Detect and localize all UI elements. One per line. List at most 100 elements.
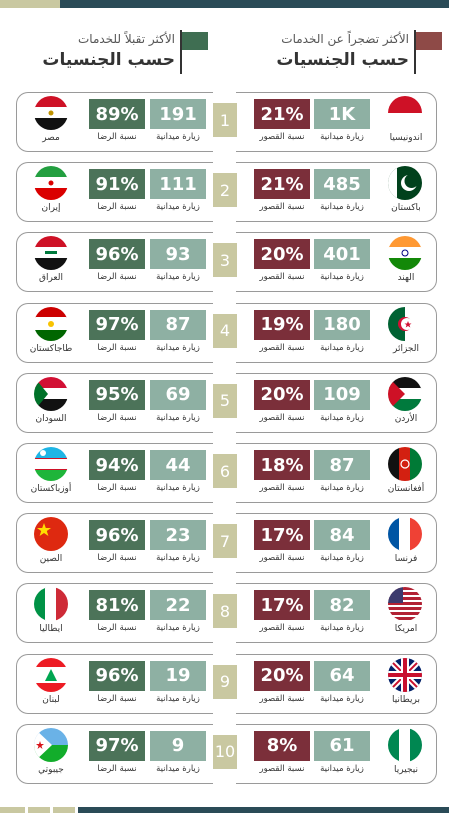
- right-bracket: [236, 513, 437, 574]
- right-country-name: فرنسا: [394, 554, 418, 565]
- right-bracket: [236, 92, 437, 152]
- right-bracket: [236, 443, 437, 503]
- left-visits-value: 22: [150, 590, 206, 621]
- indonesia-flag-icon: [388, 96, 422, 130]
- left-country-name: طاجاكستان: [29, 343, 73, 354]
- shortfall-label: نسبة القصور: [259, 763, 305, 774]
- bottom-color-bar: [0, 807, 449, 813]
- ranking-row: 3 العراق 96% نسبة الرضا 93 زيارة ميدانية…: [0, 232, 449, 298]
- top-color-bar: [0, 0, 449, 8]
- shortfall-label: نسبة القصور: [259, 272, 305, 283]
- uzbekistan-flag-icon: [34, 447, 68, 481]
- satisfaction-value: 81%: [89, 590, 145, 621]
- left-country-name: جيبوتي: [38, 764, 64, 775]
- ranking-row: 2 إيران 91% نسبة الرضا 111 زيارة ميدانية…: [0, 162, 449, 228]
- left-header-flag-icon: [182, 32, 208, 50]
- satisfaction-value: 97%: [89, 730, 145, 761]
- right-visits-label: زيارة ميدانية: [320, 132, 364, 142]
- satisfaction-label: نسبة الرضا: [97, 412, 137, 423]
- shortfall-label: نسبة القصور: [259, 412, 305, 423]
- left-bracket: [16, 232, 213, 293]
- right-bracket: [236, 232, 437, 293]
- satisfaction-value: 94%: [89, 450, 145, 480]
- left-visits-label: زيارة ميدانية: [156, 412, 200, 423]
- shortfall-label: نسبة القصور: [259, 483, 305, 493]
- ranking-row: 10 جيبوتي 97% نسبة الرضا 9 زيارة ميدانية…: [0, 723, 449, 790]
- left-bracket: [16, 302, 213, 363]
- right-visits-value: 61: [314, 730, 370, 761]
- left-visits-label: زيارة ميدانية: [156, 132, 200, 142]
- right-visits-value: 84: [314, 520, 370, 551]
- left-visits-label: زيارة ميدانية: [156, 623, 200, 634]
- shortfall-value: 17%: [254, 520, 310, 551]
- shortfall-label: نسبة القصور: [259, 342, 305, 353]
- left-country-name: العراق: [38, 273, 64, 284]
- left-bracket: [16, 162, 213, 223]
- satisfaction-label: نسبة الرضا: [97, 763, 137, 774]
- right-country-name: باكستان: [391, 203, 421, 214]
- right-bracket: [236, 302, 437, 363]
- shortfall-value: 19%: [254, 309, 310, 340]
- right-country-name: بريطانيا: [391, 694, 421, 705]
- shortfall-value: 21%: [254, 169, 310, 200]
- shortfall-value: 21%: [254, 99, 310, 129]
- satisfaction-value: 89%: [89, 99, 145, 129]
- jordan-flag-icon: [388, 376, 422, 411]
- ranking-row: 1 مصر 89% نسبة الرضا 191 زيارة ميدانية 2…: [0, 92, 449, 158]
- right-visits-value: 64: [314, 660, 370, 691]
- left-visits-label: زيارة ميدانية: [156, 342, 200, 353]
- shortfall-label: نسبة القصور: [259, 553, 305, 564]
- right-visits-label: زيارة ميدانية: [320, 412, 364, 423]
- right-visits-label: زيارة ميدانية: [320, 342, 364, 353]
- shortfall-value: 20%: [254, 239, 310, 270]
- shortfall-value: 20%: [254, 660, 310, 691]
- shortfall-label: نسبة القصور: [259, 132, 305, 142]
- right-header-flagpole: [414, 30, 416, 74]
- left-bracket: [16, 653, 213, 714]
- left-visits-value: 87: [150, 309, 206, 340]
- right-country-name: الأردن: [394, 413, 418, 424]
- satisfaction-value: 95%: [89, 379, 145, 410]
- egypt-flag-icon: [34, 96, 68, 130]
- right-country-name: الهند: [397, 273, 415, 284]
- ranking-row: 8 ايطاليا 81% نسبة الرضا 22 زيارة ميداني…: [0, 583, 449, 649]
- satisfaction-label: نسبة الرضا: [97, 623, 137, 634]
- shortfall-label: نسبة القصور: [259, 202, 305, 213]
- left-visits-value: 23: [150, 520, 206, 551]
- left-visits-label: زيارة ميدانية: [156, 553, 200, 564]
- rank-badge: 5: [213, 383, 237, 418]
- satisfaction-label: نسبة الرضا: [97, 342, 137, 353]
- left-visits-label: زيارة ميدانية: [156, 483, 200, 493]
- left-bracket: [16, 443, 213, 503]
- satisfaction-value: 96%: [89, 520, 145, 551]
- left-visits-value: 191: [150, 99, 206, 129]
- right-country-name: أفغانستان: [387, 484, 425, 494]
- right-country-name: اندونيسيا: [389, 133, 423, 143]
- right-visits-label: زيارة ميدانية: [320, 553, 364, 564]
- nigeria-flag-icon: [388, 727, 422, 762]
- china-flag-icon: [34, 517, 68, 552]
- satisfaction-label: نسبة الرضا: [97, 693, 137, 704]
- left-country-name: إيران: [41, 203, 61, 214]
- left-header-line1: الأكثر تقبلاً للخدمات: [77, 32, 175, 46]
- shortfall-value: 8%: [254, 730, 310, 761]
- right-visits-label: زيارة ميدانية: [320, 272, 364, 283]
- left-visits-value: 111: [150, 169, 206, 200]
- shortfall-label: نسبة القصور: [259, 623, 305, 634]
- india-flag-icon: [388, 236, 422, 271]
- shortfall-label: نسبة القصور: [259, 693, 305, 704]
- ranking-row: 6 أوزباكستان 94% نسبة الرضا 44 زيارة ميد…: [0, 443, 449, 509]
- ranking-row: 9 لبنان 96% نسبة الرضا 19 زيارة ميدانية …: [0, 653, 449, 720]
- afghanistan-flag-icon: [388, 447, 422, 481]
- left-visits-value: 44: [150, 450, 206, 480]
- satisfaction-label: نسبة الرضا: [97, 132, 137, 142]
- rank-badge: 10: [213, 734, 237, 769]
- shortfall-value: 17%: [254, 590, 310, 621]
- italy-flag-icon: [34, 587, 68, 622]
- right-visits-label: زيارة ميدانية: [320, 202, 364, 213]
- right-bracket: [236, 583, 437, 644]
- left-bracket: [16, 583, 213, 644]
- ranking-row: 5 السودان 95% نسبة الرضا 69 زيارة ميداني…: [0, 372, 449, 439]
- left-country-name: مصر: [42, 133, 60, 143]
- rank-badge: 8: [213, 594, 237, 629]
